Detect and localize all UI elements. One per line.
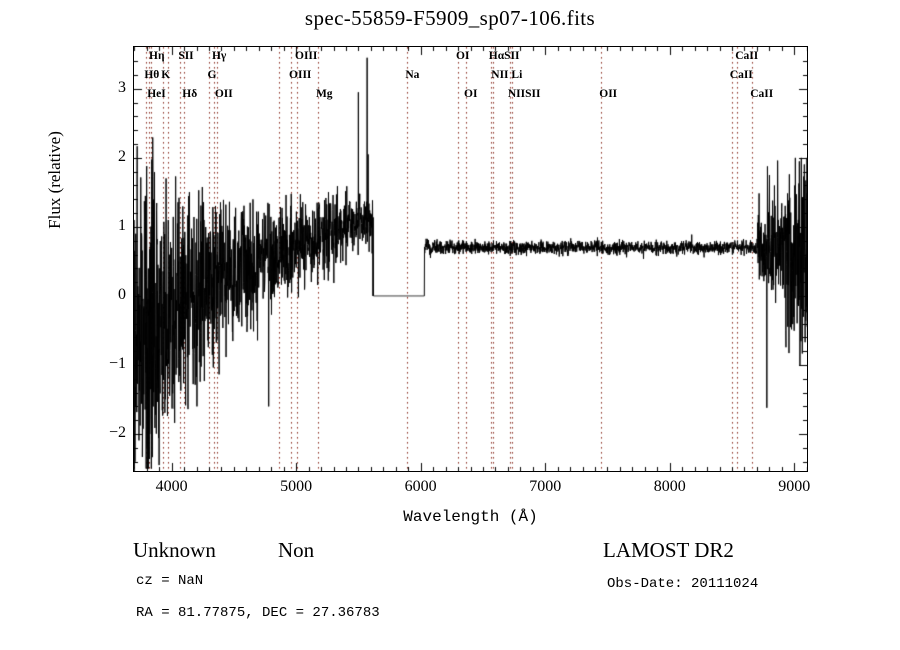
x-tick-label: 8000 xyxy=(653,478,686,495)
line-label-sii: SII xyxy=(178,50,194,62)
line-label-h: Hγ xyxy=(211,50,227,62)
line-label-caii: CaII xyxy=(750,88,774,100)
line-label-oiii: OIII xyxy=(295,50,318,62)
line-label-g: G xyxy=(207,69,217,81)
line-label-caii: CaII xyxy=(729,69,753,81)
line-label-oi: OI xyxy=(464,88,478,100)
line-label-oii: OII xyxy=(599,88,618,100)
line-label-h: Hθ xyxy=(144,69,160,81)
object-subclass: Non xyxy=(278,538,315,562)
line-label-na: Na xyxy=(405,69,420,81)
y-tick-label: 3 xyxy=(118,78,126,96)
x-tick-label: 6000 xyxy=(404,478,437,495)
x-tick-label: 4000 xyxy=(155,478,188,495)
y-tick-label: 0 xyxy=(118,285,126,303)
page-title: spec-55859-F5909_sp07-106.fits xyxy=(304,6,596,30)
line-label-oiii: OIII xyxy=(289,69,312,81)
y-tick-label: −2 xyxy=(108,424,126,442)
line-label-mg: Mg xyxy=(315,88,333,100)
line-label-niisii: NIISII xyxy=(507,88,541,100)
cz-value: cz = NaN xyxy=(136,573,204,589)
survey-name: LAMOST DR2 xyxy=(603,538,734,562)
line-label-k: K xyxy=(161,69,171,81)
y-tick-label: 1 xyxy=(118,216,126,234)
line-label-caii: CaII xyxy=(735,50,759,62)
obs-date: Obs-Date: 20111024 xyxy=(607,576,759,592)
line-label-hsii: HαSII xyxy=(488,50,520,62)
x-tick-label: 5000 xyxy=(280,478,313,495)
y-tick-label: 2 xyxy=(118,147,126,165)
line-label-h: Hη xyxy=(149,50,165,62)
line-label-h: Hδ xyxy=(182,88,198,100)
x-axis-label: Wavelength (Å) xyxy=(403,508,538,526)
line-label-oii: OII xyxy=(214,88,233,100)
x-tick-label: 7000 xyxy=(529,478,562,495)
y-axis-label: Flux (relative) xyxy=(45,131,64,229)
line-label-niili: NII Li xyxy=(491,69,523,81)
line-label-hei: HeI xyxy=(147,88,166,100)
line-label-oi: OI xyxy=(456,50,470,62)
spectrum-canvas xyxy=(133,46,808,472)
plot-frame xyxy=(133,46,808,472)
object-class: Unknown xyxy=(133,538,216,562)
x-tick-label: 9000 xyxy=(778,478,811,495)
y-tick-label: −1 xyxy=(108,354,126,372)
coordinates: RA = 81.77875, DEC = 27.36783 xyxy=(136,605,380,621)
